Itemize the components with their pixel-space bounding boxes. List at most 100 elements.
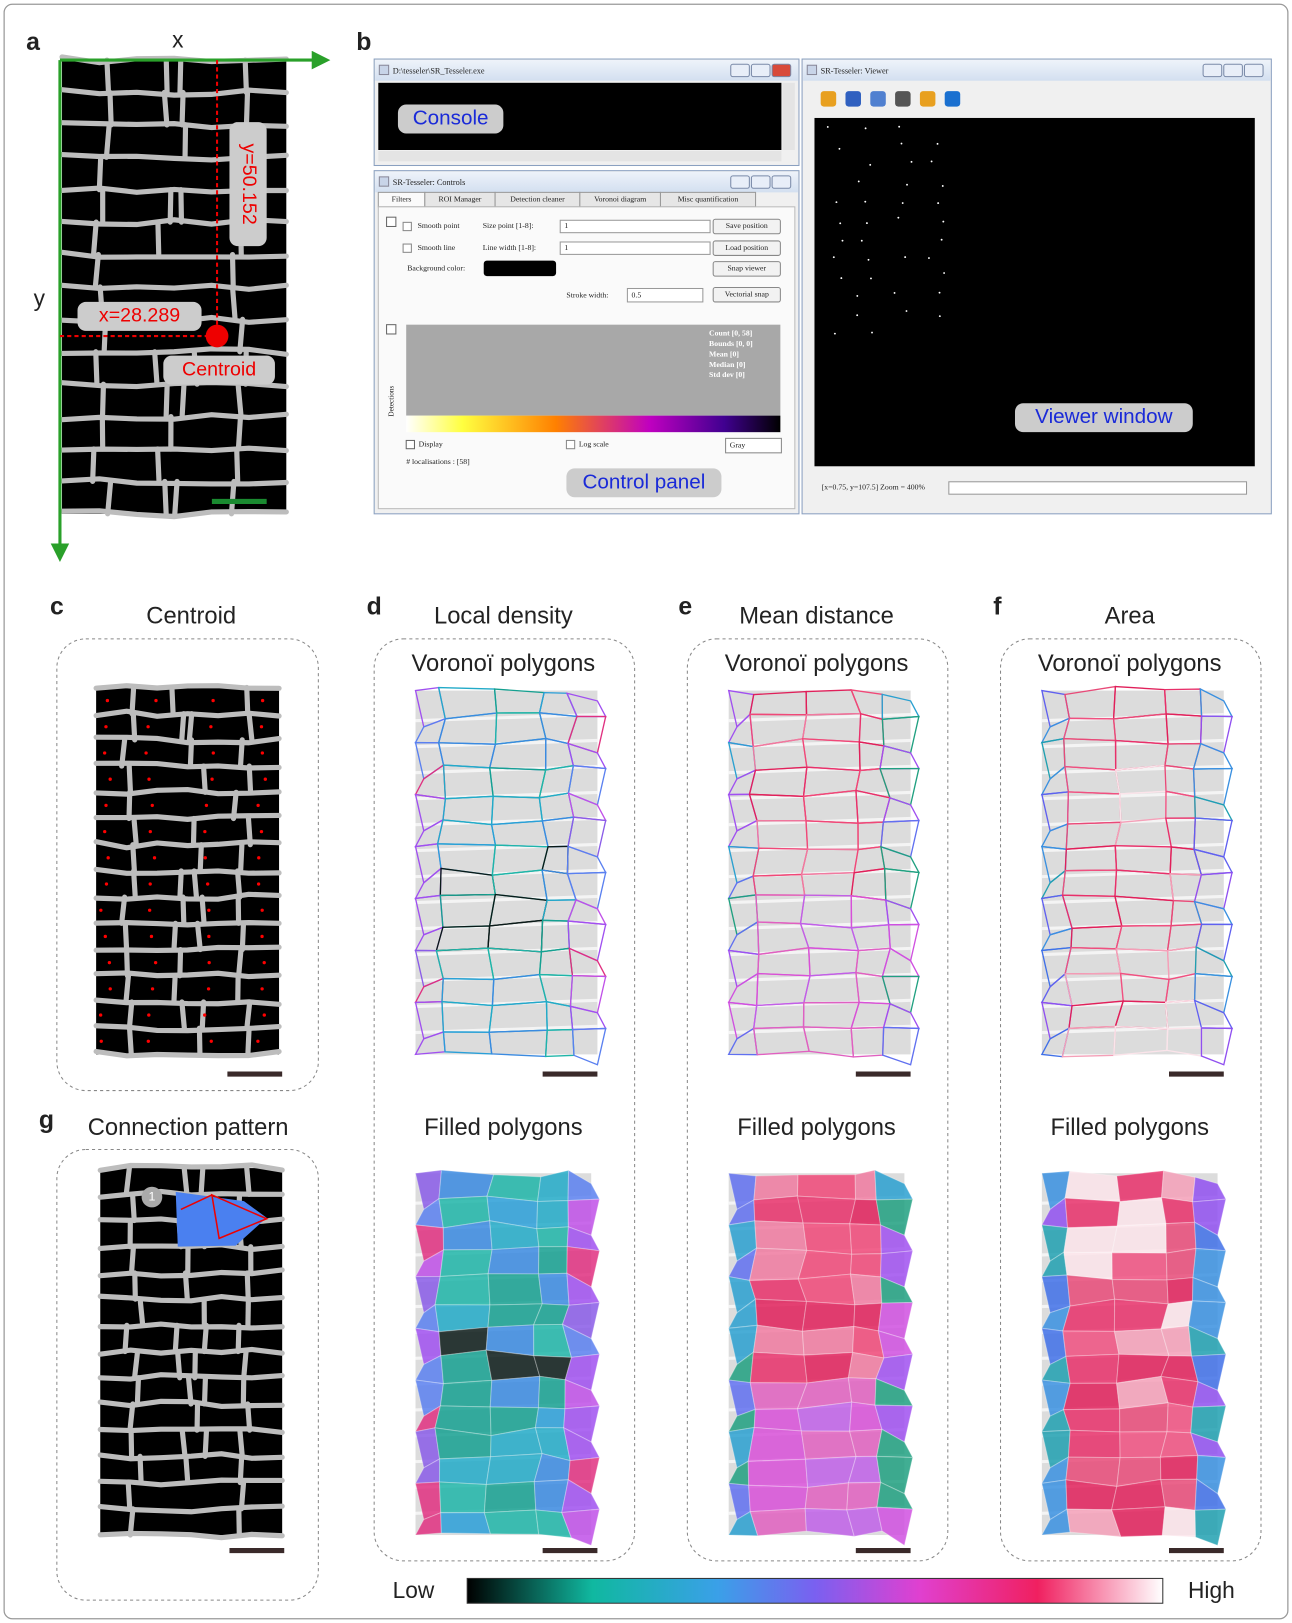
ui-text: Stroke width:: [566, 291, 608, 300]
toolbar-icon[interactable]: [895, 91, 911, 107]
filled-polygon: [1064, 1226, 1117, 1253]
wall: [140, 1299, 143, 1325]
subpanel-title: Voronoï polygons: [725, 650, 909, 677]
coordinate-label: y=50.152: [238, 143, 260, 224]
wall: [241, 740, 243, 766]
window-button: [772, 176, 791, 188]
wall: [245, 60, 246, 92]
wall: [199, 1028, 200, 1054]
close-box: [387, 325, 396, 334]
colorbar-label: Low: [393, 1577, 435, 1603]
wall: [238, 384, 241, 416]
coordinate-label: x=28.289: [99, 305, 180, 327]
wall: [99, 157, 100, 189]
wall: [249, 766, 250, 792]
wall: [129, 766, 130, 792]
wall: [134, 819, 136, 845]
centroid: [99, 1013, 102, 1016]
wall: [158, 222, 159, 254]
wall: [96, 686, 279, 689]
localisation: [937, 202, 939, 204]
centroid: [144, 751, 147, 754]
filled-polygon: [1063, 1331, 1119, 1356]
wall: [132, 1247, 134, 1273]
toolbar-icon[interactable]: [845, 91, 861, 107]
toolbar-icon[interactable]: [945, 91, 961, 107]
toolbar-icon[interactable]: [920, 91, 936, 107]
app-icon: [807, 65, 816, 74]
region-label: Console: [413, 106, 489, 129]
filled-polygon: [537, 1227, 569, 1247]
wall: [198, 923, 201, 949]
checkbox[interactable]: [403, 222, 411, 230]
wall: [125, 923, 126, 949]
toolbar-icon[interactable]: [870, 91, 886, 107]
wall: [231, 481, 233, 513]
localisation: [833, 256, 835, 258]
centroid: [154, 699, 157, 702]
localisation: [870, 278, 872, 280]
localisation: [871, 332, 873, 334]
centroid: [105, 882, 108, 885]
wall: [183, 897, 184, 923]
ui-text: Smooth point: [418, 221, 461, 230]
close-box: [387, 217, 396, 226]
checkbox[interactable]: [406, 440, 414, 448]
wall: [182, 384, 184, 416]
filled-polygon: [537, 1201, 569, 1229]
filled-polygon: [802, 1326, 853, 1355]
centroid: [99, 909, 102, 912]
filled-polygon: [1065, 1171, 1120, 1201]
filled-polygon: [1162, 1507, 1195, 1537]
centroid: [106, 699, 109, 702]
centroid-label: Centroid: [182, 358, 256, 380]
wall: [130, 1404, 133, 1430]
centroid: [257, 882, 260, 885]
filled-polygon: [484, 1482, 535, 1513]
localisation: [902, 202, 904, 204]
ui-text: Median [0]: [709, 360, 745, 369]
filled-polygon: [797, 1175, 855, 1200]
toolbar-icon[interactable]: [821, 91, 837, 107]
wall: [174, 923, 176, 949]
ui-text: Display: [419, 439, 443, 448]
centroid: [100, 1040, 103, 1043]
subpanel-title: Voronoï polygons: [1038, 650, 1222, 677]
wall: [180, 950, 181, 976]
localisation: [942, 221, 944, 223]
centroid: [210, 1040, 213, 1043]
filled-polygon: [750, 1248, 807, 1280]
ui-text: Std dev [0]: [709, 370, 745, 379]
wall: [135, 1352, 138, 1378]
wall: [194, 871, 196, 897]
filled-polygon: [1112, 1253, 1167, 1280]
input[interactable]: [560, 220, 710, 232]
input[interactable]: [560, 242, 710, 254]
color-swatch[interactable]: [484, 261, 556, 277]
centroid: [109, 987, 112, 990]
centroid: [149, 882, 152, 885]
status-text: [x=0.75, y=107.5] Zoom = 400%: [822, 483, 926, 492]
centroid: [209, 725, 212, 728]
wall: [133, 1194, 135, 1220]
filled-polygon: [805, 1508, 854, 1536]
wall: [110, 92, 111, 124]
filled-polygon: [439, 1170, 494, 1199]
filled-polygon: [847, 1482, 881, 1510]
wall: [108, 481, 111, 513]
wall: [248, 1028, 249, 1054]
marker-label: 1: [148, 1189, 155, 1203]
button-label: Vectorial snap: [725, 289, 769, 298]
localisation: [869, 164, 871, 166]
wall: [182, 714, 184, 740]
wall: [202, 897, 204, 923]
wall: [239, 950, 241, 976]
filled-polygon: [1160, 1455, 1197, 1479]
localisation: [906, 310, 908, 312]
wall: [96, 352, 97, 384]
checkbox[interactable]: [403, 244, 411, 252]
wall: [233, 255, 234, 287]
checkbox[interactable]: [566, 440, 574, 448]
wall: [166, 384, 167, 416]
localisation: [941, 239, 943, 241]
